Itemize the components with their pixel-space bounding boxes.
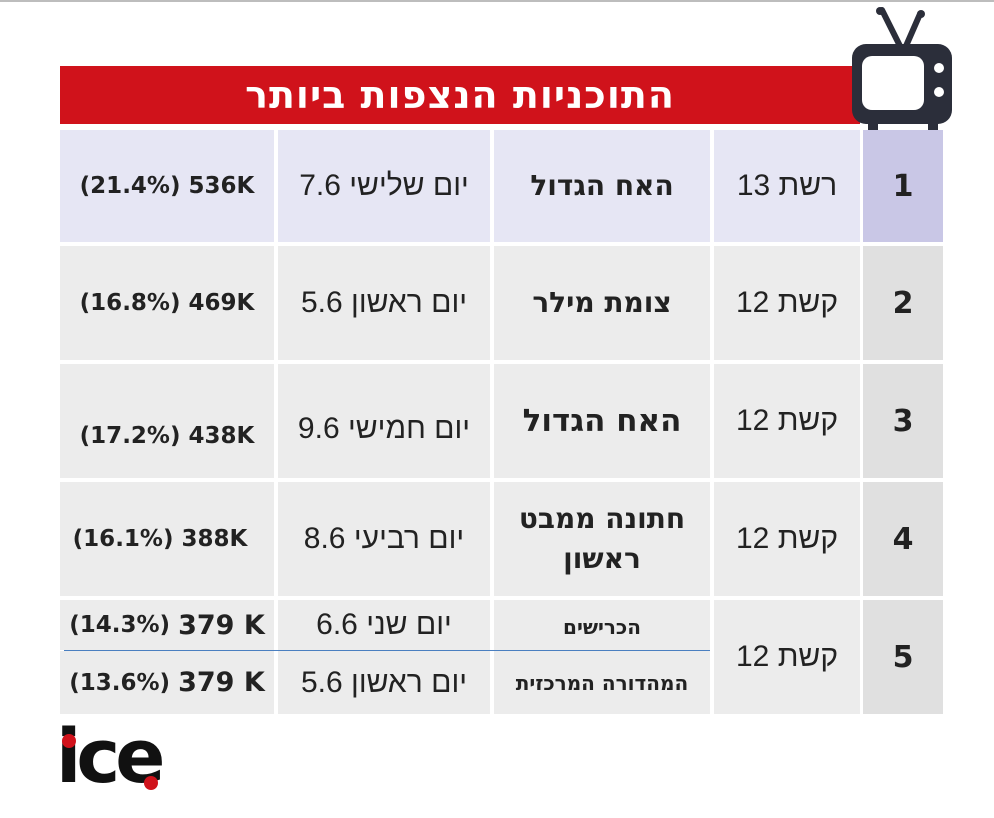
date-cell: יום שלישי 7.6 [278, 130, 490, 242]
program-line: חתונה ממבט [518, 502, 686, 535]
views-cell: (16.1%) 388K [60, 482, 274, 596]
tv-icon [852, 7, 952, 130]
rank-cell: 5 [863, 600, 943, 714]
channel-cell: קשת 12 [714, 364, 860, 478]
views-cell: (13.6%) 379 K [60, 651, 274, 714]
row-divider [64, 650, 710, 651]
logo-dot [62, 734, 76, 748]
program-cell: חתונה ממבט ראשון [494, 482, 710, 596]
date-cell: יום חמישי 9.6 [278, 364, 490, 478]
top-border-line [0, 0, 994, 2]
share-value: (13.6%) [69, 669, 171, 696]
views-cell: (17.2%) 438K [60, 364, 274, 478]
channel-cell: קשת 12 [714, 482, 860, 596]
date-cell: יום ראשון 5.6 [278, 246, 490, 360]
views-cell: (16.8%) 469K [60, 246, 274, 360]
date-cell: יום שני 6.6 [278, 600, 490, 650]
logo-dot [144, 776, 158, 790]
program-cell: האח הגדול [494, 364, 710, 478]
rank-cell: 3 [863, 364, 943, 478]
channel-cell: קשת 12 [714, 600, 860, 714]
share-value: (14.3%) [69, 612, 171, 638]
channel-cell: רשת 13 [714, 130, 860, 242]
count-value: 379 K [178, 667, 265, 698]
program-cell: הכרישים [494, 600, 710, 650]
page-title: התוכניות הנצפות ביותר [245, 73, 675, 117]
program-cell: צומת מילר [494, 246, 710, 360]
program-line: ראשון [563, 542, 641, 575]
program-cell: המהדורה המרכזית [494, 651, 710, 714]
rank-cell: 1 [863, 130, 943, 242]
ice-logo: ice [56, 714, 166, 804]
program-cell: האח הגדול [494, 130, 710, 242]
rank-cell: 2 [863, 246, 943, 360]
count-value: 379 K [178, 609, 265, 641]
rank-cell: 4 [863, 482, 943, 596]
channel-cell: קשת 12 [714, 246, 860, 360]
views-cell: (21.4%) 536K [60, 130, 274, 242]
title-banner: התוכניות הנצפות ביותר [60, 66, 860, 124]
date-cell: יום רביעי 8.6 [278, 482, 490, 596]
views-cell: (14.3%) 379 K [60, 600, 274, 650]
date-cell: יום ראשון 5.6 [278, 651, 490, 714]
